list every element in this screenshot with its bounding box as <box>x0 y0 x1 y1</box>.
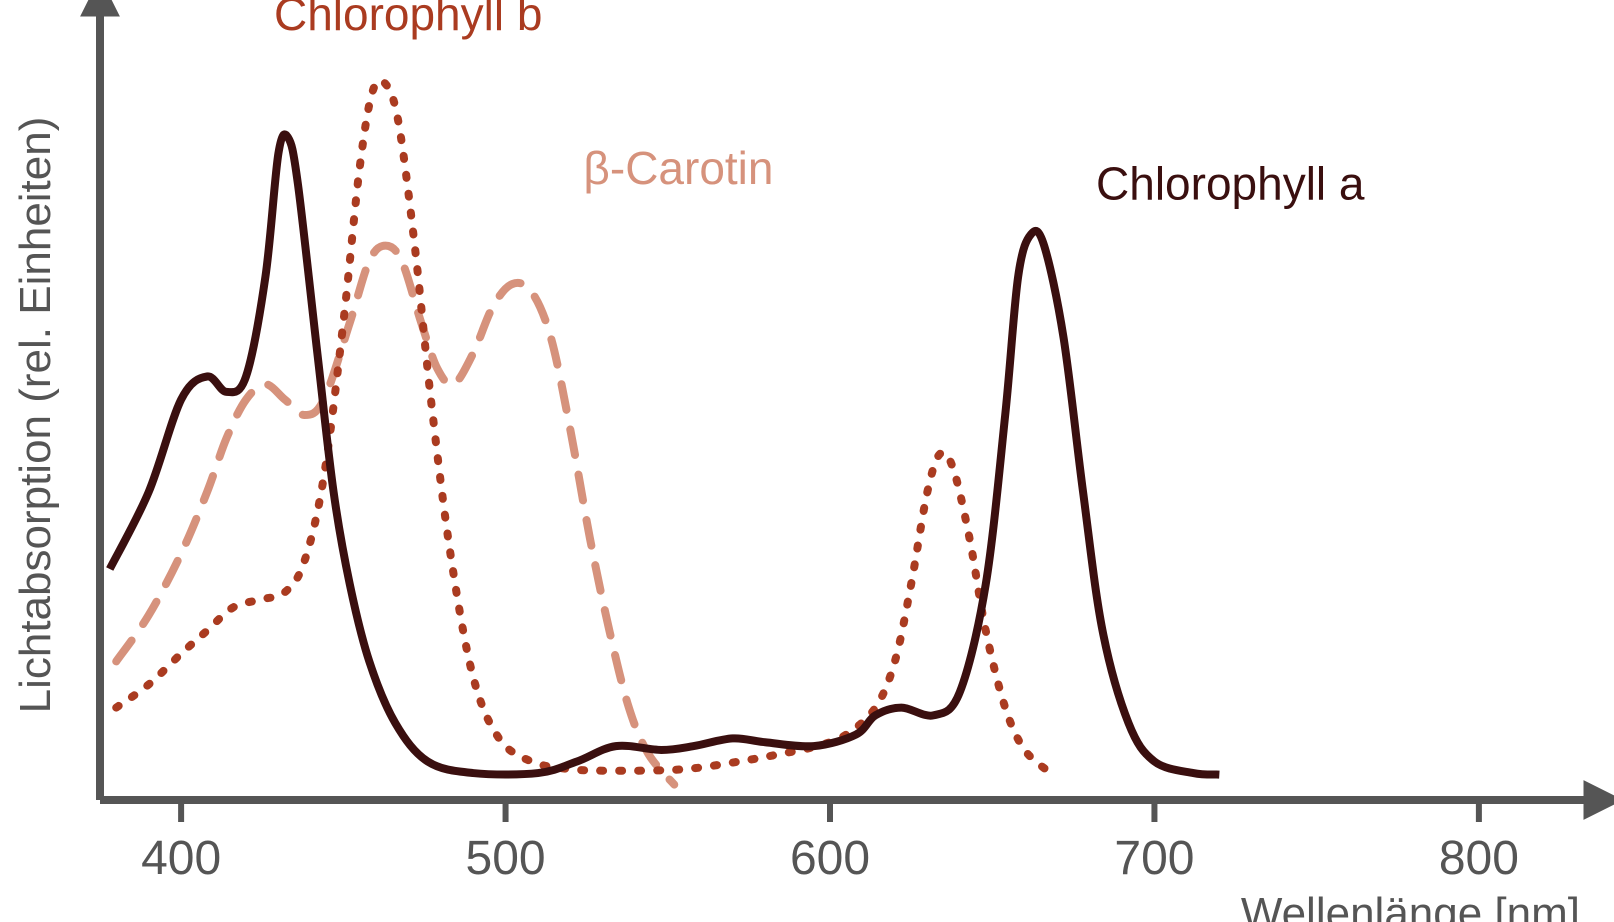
series-chlorophyll_a <box>110 134 1220 774</box>
series-label-beta_carotene: β-Carotin <box>583 142 773 194</box>
x-tick-label: 700 <box>1114 832 1194 885</box>
series-label-chlorophyll_a: Chlorophyll a <box>1096 157 1365 209</box>
series-label-chlorophyll_b: Chlorophyll b <box>274 0 542 40</box>
absorption-spectrum-chart: 400 500 600 700 800 Wellenlänge [nm] Lichtabso… <box>0 0 1614 922</box>
x-tick-label: 600 <box>790 832 870 885</box>
x-tick-label: 400 <box>141 832 221 885</box>
x-tick-label: 500 <box>466 832 546 885</box>
y-axis-label: Lichtabsorption (rel. Einheiten) <box>11 117 60 714</box>
x-axis-label: Wellenlänge [nm] <box>1241 889 1580 922</box>
x-tick-label: 800 <box>1439 832 1519 885</box>
series-beta_carotene <box>116 246 674 785</box>
